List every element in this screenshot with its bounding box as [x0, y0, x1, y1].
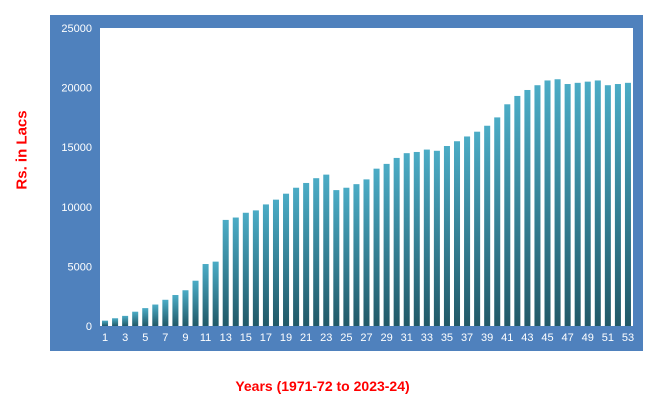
x-tick-label: 1: [102, 332, 108, 344]
bar: [474, 131, 481, 326]
x-tick-label: 9: [182, 332, 188, 344]
bar: [192, 280, 199, 326]
x-tick-label: 51: [602, 332, 614, 344]
bar: [252, 210, 259, 326]
x-tick-label: 7: [162, 332, 168, 344]
x-tick-label: 5: [142, 332, 148, 344]
bar: [222, 219, 229, 326]
y-axis: 0 5000 10000 15000 20000 25000: [61, 23, 92, 333]
x-tick-label: 23: [320, 332, 332, 344]
bar: [433, 150, 440, 326]
bar: [142, 308, 149, 326]
bar: [484, 125, 491, 327]
bar: [393, 157, 400, 326]
y-tick-label: 10000: [61, 202, 92, 214]
bar: [212, 261, 219, 326]
x-tick-label: 41: [501, 332, 513, 344]
bar: [564, 84, 571, 327]
y-tick-label: 5000: [68, 261, 92, 273]
bar: [293, 187, 300, 326]
chart-frame: 0 5000 10000 15000 20000 25000 1 3 5 7 9 11 13 15 17 1…: [50, 15, 643, 351]
bar: [504, 104, 511, 326]
x-tick-label: 15: [240, 332, 252, 344]
y-tick-label: 25000: [61, 23, 92, 35]
bar: [152, 304, 159, 326]
x-tick-label: 17: [260, 332, 272, 344]
bar: [624, 82, 631, 326]
x-tick-label: 11: [200, 332, 211, 344]
bar: [122, 315, 129, 326]
x-axis-title: Years (1971-72 to 2023-24): [235, 378, 410, 394]
bar: [373, 168, 380, 326]
bar: [494, 117, 501, 327]
bar: [202, 264, 209, 326]
bar: [443, 146, 450, 326]
bar: [323, 174, 330, 326]
bar: [464, 136, 471, 326]
bar: [112, 318, 119, 326]
bar: [423, 149, 430, 326]
bar: [132, 311, 139, 326]
bar: [102, 320, 109, 326]
bar: [333, 190, 340, 326]
bar: [343, 187, 350, 326]
x-tick-label: 29: [380, 332, 392, 344]
bar: [524, 89, 531, 326]
x-tick-label: 53: [622, 332, 634, 344]
bar: [534, 85, 541, 326]
x-tick-label: 27: [360, 332, 372, 344]
bar: [614, 84, 621, 327]
x-tick-label: 25: [340, 332, 352, 344]
bar: [584, 81, 591, 326]
bar: [383, 163, 390, 326]
x-tick-label: 19: [280, 332, 292, 344]
x-tick-label: 45: [541, 332, 553, 344]
y-tick-label: 0: [86, 321, 92, 333]
x-tick-label: 49: [582, 332, 594, 344]
x-tick-label: 31: [401, 332, 413, 344]
bar: [353, 184, 360, 326]
bar: [182, 290, 189, 326]
x-tick-label: 3: [122, 332, 128, 344]
x-tick-label: 35: [441, 332, 453, 344]
y-axis-title: Rs. in Lacs: [13, 110, 31, 190]
bar: [413, 151, 420, 326]
bar: [172, 295, 179, 326]
bar: [303, 182, 310, 326]
x-axis: 1 3 5 7 9 11 13 15 17 19 21 23 25 27 29 31 33 35 37 39 41 43 4…: [102, 332, 634, 344]
bar: [574, 82, 581, 326]
bar: [363, 179, 370, 326]
bars-group: [102, 79, 631, 327]
bar: [272, 199, 279, 326]
bar: [162, 299, 169, 326]
x-tick-label: 13: [220, 332, 232, 344]
bar: [283, 193, 290, 326]
bar: [594, 80, 601, 326]
x-tick-label: 37: [461, 332, 473, 344]
x-tick-label: 33: [421, 332, 433, 344]
bar: [453, 141, 461, 326]
x-tick-label: 43: [521, 332, 533, 344]
bar: [262, 204, 269, 326]
bar: [403, 153, 410, 326]
bar: [544, 80, 551, 326]
bar: [232, 217, 239, 326]
bar: [604, 85, 611, 326]
bar: [313, 178, 320, 326]
bar: [554, 79, 561, 326]
y-tick-label: 15000: [61, 142, 92, 154]
bar: [514, 95, 521, 326]
x-tick-label: 39: [481, 332, 493, 344]
y-tick-label: 20000: [61, 83, 92, 95]
x-tick-label: 47: [562, 332, 574, 344]
bar: [242, 212, 249, 326]
x-tick-label: 21: [300, 332, 312, 344]
